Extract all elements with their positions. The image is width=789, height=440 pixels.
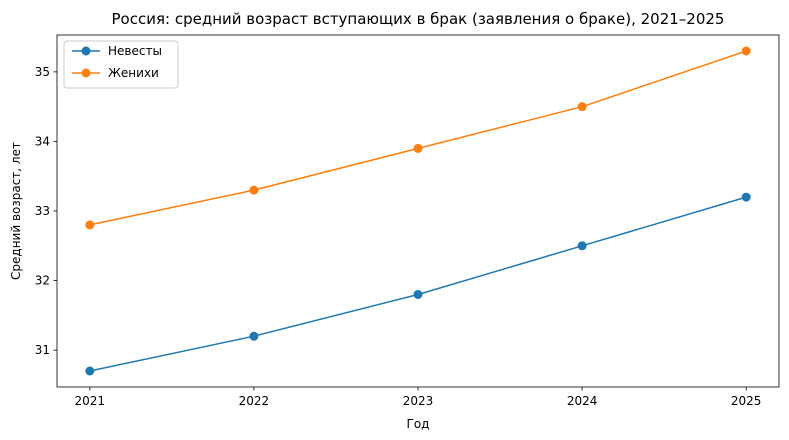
legend-swatch-marker [81, 68, 91, 78]
data-point-1-2 [249, 331, 259, 341]
x-tick-label: 2023 [403, 394, 434, 408]
series-line-2 [89, 50, 747, 226]
data-point-1-5 [741, 192, 751, 202]
legend: Невесты Женихи [63, 40, 179, 89]
x-axis-label: Год [407, 417, 430, 431]
data-point-1-1 [85, 366, 95, 376]
data-point-1-3 [413, 289, 423, 299]
data-point-2-2 [249, 185, 259, 195]
y-tick-label: 31 [35, 343, 50, 357]
series-line-1 [89, 196, 747, 372]
y-tick-label: 33 [35, 204, 50, 218]
x-tick-label: 2022 [239, 394, 270, 408]
x-tick-label: 2024 [567, 394, 598, 408]
y-tick-label: 35 [35, 65, 50, 79]
data-point-2-1 [85, 220, 95, 230]
chart-title: Россия: средний возраст вступающих в бра… [112, 10, 725, 28]
plot-area [85, 46, 751, 376]
legend-swatch-marker [81, 46, 91, 56]
y-tick-label: 34 [35, 134, 50, 148]
x-tick-label: 2025 [731, 394, 762, 408]
data-point-1-4 [577, 241, 587, 251]
data-point-2-4 [577, 102, 587, 112]
axes: 2021 2022 2023 2024 2025 31 32 33 34 35 [35, 34, 780, 408]
y-axis-label: Средний возраст, лет [9, 142, 23, 280]
legend-box [63, 40, 179, 89]
legend-entry-label: Невесты [108, 44, 162, 58]
x-tick-label: 2021 [75, 394, 106, 408]
data-point-2-3 [413, 143, 423, 153]
y-tick-label: 32 [35, 274, 50, 288]
data-point-2-5 [741, 46, 751, 56]
legend-entry-label: Женихи [108, 66, 159, 80]
